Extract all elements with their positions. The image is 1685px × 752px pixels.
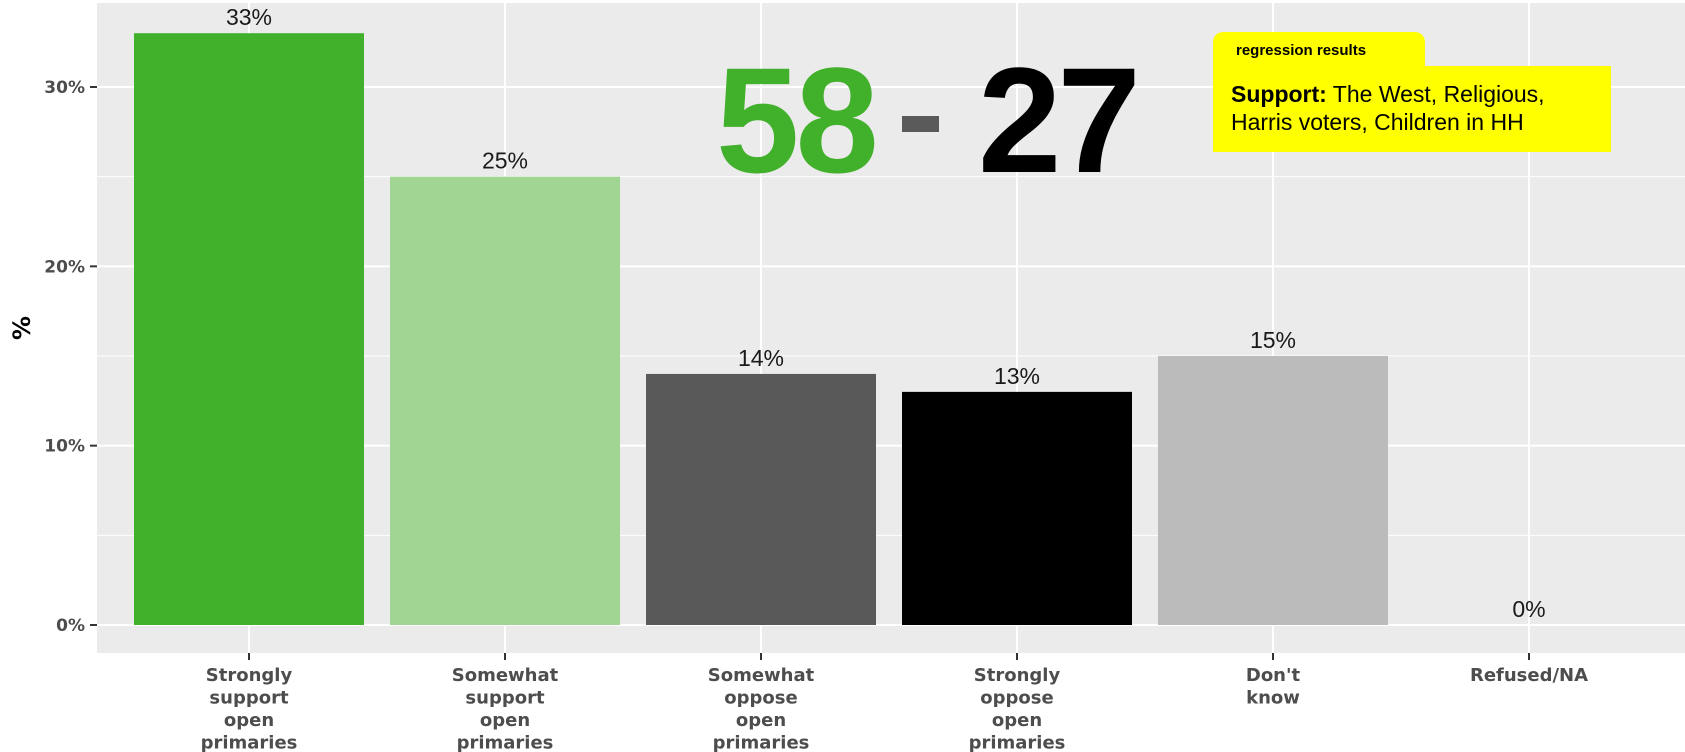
x-tick-label-line: open xyxy=(992,710,1042,731)
x-tick-label-line: Somewhat xyxy=(708,665,815,686)
x-tick-label: Don't know xyxy=(1246,665,1301,709)
y-axis: 0% 10% 20% 30% xyxy=(44,78,97,636)
x-tick-label-line: oppose xyxy=(724,688,797,709)
x-tick-label-line: Refused/NA xyxy=(1470,665,1588,686)
x-tick-label-line: know xyxy=(1246,688,1300,709)
data-label: 25% xyxy=(482,148,528,174)
x-tick-label-line: Somewhat xyxy=(452,665,559,686)
y-tick-label: 10% xyxy=(44,437,85,457)
bar xyxy=(1158,356,1388,625)
bar xyxy=(134,33,364,625)
regression-lead: Support: xyxy=(1231,81,1327,107)
data-label: 33% xyxy=(226,4,272,30)
y-axis-title: % xyxy=(8,316,36,340)
data-label: 13% xyxy=(994,363,1040,389)
x-tick-label-line: primaries xyxy=(457,733,554,752)
x-tick-label: Somewhat oppose open primaries xyxy=(708,665,815,752)
y-tick-label: 20% xyxy=(44,257,85,277)
x-tick-label-line: support xyxy=(465,688,545,709)
data-label: 0% xyxy=(1512,596,1545,622)
x-tick-label-line: open xyxy=(480,710,530,731)
regression-text: The West, Religious, Harris voters, Chil… xyxy=(1231,81,1545,135)
x-tick-label-line: primaries xyxy=(713,733,810,752)
x-tick-label-line: Don't xyxy=(1246,665,1301,686)
regression-results-body: Support: The West, Religious, Harris vot… xyxy=(1213,66,1611,152)
x-tick-label-line: primaries xyxy=(201,733,298,752)
data-label: 15% xyxy=(1250,327,1296,353)
x-tick-label-line: open xyxy=(736,710,786,731)
x-tick-label-line: oppose xyxy=(980,688,1053,709)
x-tick-label-line: Strongly xyxy=(206,665,293,686)
bars xyxy=(134,33,1388,625)
y-tick-label: 30% xyxy=(44,78,85,98)
x-tick-label: Strongly oppose open primaries xyxy=(969,665,1066,752)
regression-results-box: regression results Support: The West, Re… xyxy=(1213,32,1611,152)
bar xyxy=(902,391,1132,625)
headline-oppose-total: 27 xyxy=(978,36,1141,204)
x-tick-label-line: open xyxy=(224,710,274,731)
y-tick-label: 0% xyxy=(56,616,85,636)
x-tick-label-line: primaries xyxy=(969,733,1066,752)
x-tick-label: Somewhat support open primaries xyxy=(452,665,559,752)
headline-dash xyxy=(902,116,939,132)
x-tick-label-line: support xyxy=(209,688,289,709)
bar xyxy=(390,176,620,625)
x-tick-label: Refused/NA xyxy=(1470,665,1588,686)
headline-support-total: 58 xyxy=(716,36,879,204)
x-tick-label-line: Strongly xyxy=(974,665,1061,686)
data-labels: 33% 25% 14% 13% 15% 0% xyxy=(226,4,1546,622)
bar xyxy=(646,373,876,625)
data-label: 14% xyxy=(738,345,784,371)
x-tick-label: Strongly support open primaries xyxy=(201,665,298,752)
